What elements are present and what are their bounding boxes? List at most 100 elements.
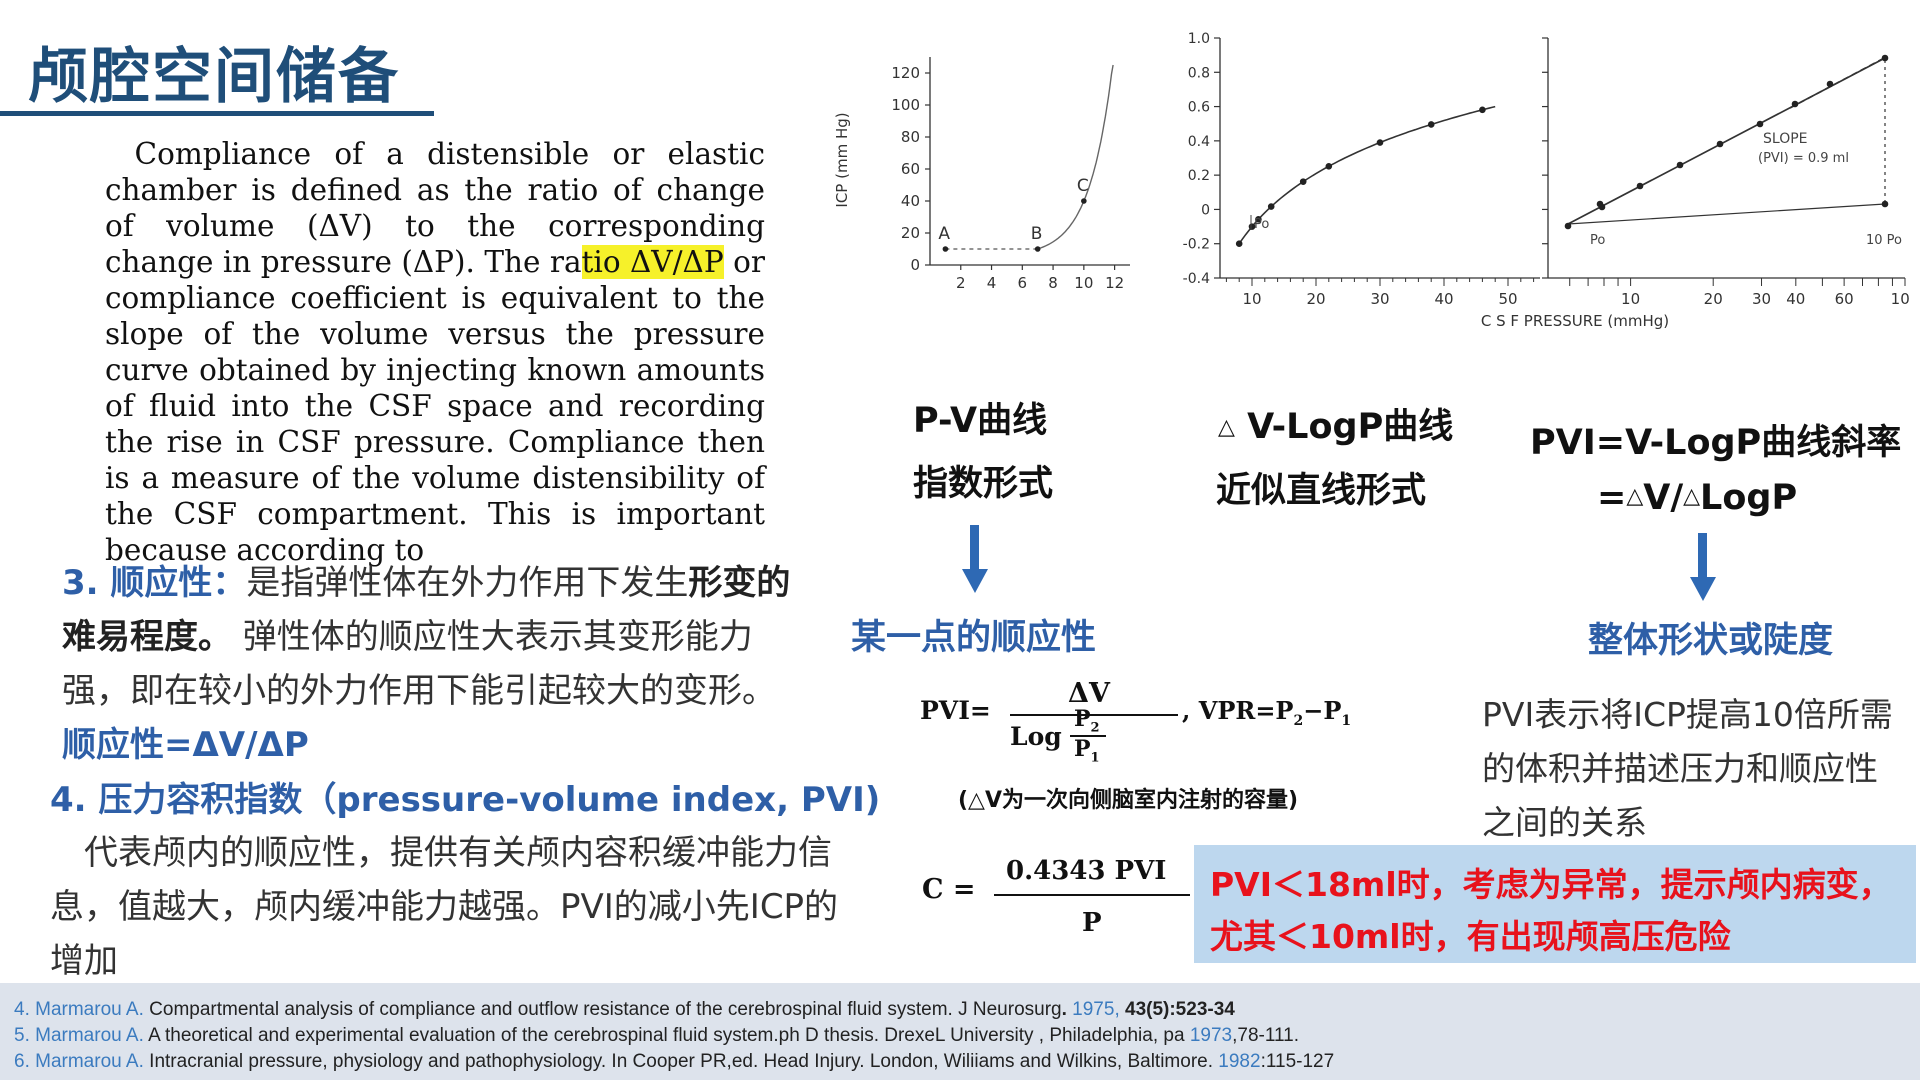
pv-y-tick-label: 80 — [901, 128, 920, 146]
quote-text-before: Compliance of a distensible or elastic c… — [105, 137, 765, 279]
left-panel-po-label: Po — [1254, 217, 1269, 232]
pv-curve-form: 指数形式 — [913, 464, 1054, 504]
right-x-tick-label: 40 — [1786, 290, 1805, 308]
c-formula-numerator: 0.4343 PVI — [1006, 856, 1167, 886]
reference-tail: 43(5):523-34 — [1119, 999, 1235, 1020]
pvi-alert-box: PVI＜18ml时，考虑为异常，提示颅内病变， 尤其＜10ml时，有出现颅高压危… — [1194, 845, 1916, 963]
log-y-tick-label: 0.4 — [1188, 134, 1210, 150]
right-panel-po-label: Po — [1590, 233, 1605, 248]
delta-triangle-icon: △ — [1626, 484, 1644, 509]
right-panel-baseline — [1567, 203, 1886, 225]
page-title: 颅腔空间储备 — [28, 42, 400, 112]
left-data-point — [1325, 162, 1333, 170]
compliance-definition-quote: Compliance of a distensible or elastic c… — [105, 136, 765, 568]
pv-y-label: ICP (mm Hg) — [833, 112, 851, 207]
reference-tail: ,78-111. — [1232, 1025, 1299, 1046]
vpr-formula: , VPR=P2−P1 — [1182, 696, 1351, 729]
reference-text: A theoretical and experimental evaluatio… — [143, 1025, 1190, 1046]
pv-x-tick-label: 6 — [1018, 274, 1028, 292]
section3-text1: 是指弹性体在外力作用下发生 — [246, 563, 689, 603]
pv-curve-line — [1037, 64, 1114, 250]
left-x-tick-label: 30 — [1370, 290, 1389, 308]
pvi-eq-logp: LogP — [1700, 478, 1798, 518]
v-logp-curve-form: 近似直线形式 — [1216, 471, 1427, 511]
reference-year: 1975, — [1072, 999, 1120, 1020]
c-formula-lhs: C = — [922, 874, 976, 905]
left-panel-curve — [1238, 105, 1496, 245]
section3-formula: 顺应性=ΔV/ΔP — [62, 725, 309, 765]
log-y-tick-label: 0.6 — [1188, 100, 1210, 116]
pv-y-tick-label: 0 — [910, 256, 920, 274]
references-bar: 4. Marmarou A. Compartmental analysis of… — [0, 983, 1920, 1080]
right-x-tick-label: 60 — [1835, 290, 1854, 308]
left-x-tick-label: 20 — [1306, 290, 1325, 308]
pvi-eq-v: V/ — [1643, 478, 1684, 518]
pv-result-label: 某一点的顺应性 — [851, 618, 1097, 658]
reference-number: 5. Marmarou A. — [14, 1025, 144, 1046]
right-x-tick-label: 10 — [1621, 290, 1640, 308]
pvi-formula-numerator: ΔV — [1068, 678, 1110, 709]
pvi-formula-log: Log — [1010, 722, 1062, 751]
right-data-point — [1564, 222, 1572, 230]
reference-number: 4. Marmarou A. — [14, 999, 144, 1020]
v-logp-chart: 1.0 0.8 0.6 0.4 0.2 0 -0.2 -0.4 10 20 30 40 50 10 20… — [1183, 31, 1910, 330]
right-data-point — [1881, 200, 1889, 208]
pv-y-tick-label: 20 — [901, 224, 920, 242]
right-data-point — [1756, 120, 1764, 128]
pvi-formula-lhs: PVI= — [920, 696, 991, 725]
pvi-fraction-bar — [1010, 714, 1178, 716]
reference-item: 6. Marmarou A. Intracranial pressure, ph… — [14, 1049, 1920, 1075]
reference-year: 1982 — [1218, 1051, 1261, 1072]
pvi-formula-note: (△V为一次向侧脑室内注射的容量) — [958, 788, 1299, 813]
left-x-tick-label: 10 — [1242, 290, 1261, 308]
pv-curve-chart: 120 100 80 60 40 20 0 2 4 6 8 10 12 ICP (mm Hg) A B C — [833, 57, 1130, 292]
compliance-formula: C = 0.4343 PVI P — [922, 856, 1202, 966]
p2-subscript: 2 — [1090, 720, 1100, 736]
reference-tail: :115-127 — [1260, 1051, 1335, 1072]
right-data-point — [1716, 140, 1724, 148]
left-data-point — [1376, 139, 1384, 146]
title-underline — [0, 111, 434, 116]
reference-number: 6. Marmarou A. — [14, 1051, 144, 1072]
section3-head: 3. 顺应性： — [62, 563, 247, 603]
vpr-sub2: 2 — [1293, 712, 1304, 729]
pv-point — [1081, 198, 1087, 204]
pvi-slope-equation: =△V/△LogP — [1597, 478, 1797, 518]
delta-triangle-icon: △ — [1683, 484, 1701, 509]
log-y-tick-label: -0.4 — [1183, 271, 1210, 287]
pv-curve-title: P-V曲线 — [913, 401, 1048, 441]
right-data-point — [1676, 161, 1684, 169]
slope-pvi-label: (PVI) = 0.9 ml — [1758, 151, 1849, 166]
pv-y-tick-label: 100 — [891, 96, 920, 114]
c-fraction-bar — [994, 894, 1190, 896]
right-x-tick-label: 30 — [1752, 290, 1771, 308]
alert-line-1: PVI＜18ml时，考虑为异常，提示颅内病变， — [1210, 865, 1892, 904]
pvi-eq-sign: = — [1597, 478, 1627, 518]
log-y-tick-label: 0.2 — [1188, 168, 1210, 184]
right-panel-10po-label: 10 Po — [1866, 233, 1902, 248]
section-compliance: 3. 顺应性：是指弹性体在外力作用下发生形变的难易程度。 弹性体的顺应性大表示其… — [62, 556, 797, 772]
c-formula-denominator: P — [1082, 908, 1102, 938]
p1-symbol: P — [1074, 736, 1091, 762]
pv-point-label: B — [1031, 224, 1043, 244]
pv-y-tick-label: 120 — [891, 64, 920, 82]
pvi-formula: PVI= ΔV Log P2 P1 , VPR=P2−P1 (△V为一次向侧脑室… — [918, 678, 1448, 818]
p1-subscript: 1 — [1090, 750, 1100, 766]
right-data-point — [1826, 80, 1834, 88]
pv-point-label: C — [1077, 176, 1089, 196]
reference-text: Compartmental analysis of compliance and… — [143, 999, 1062, 1020]
slope-label: SLOPE — [1763, 131, 1808, 147]
reference-dot: . — [1061, 999, 1073, 1020]
pv-point — [942, 246, 949, 252]
left-data-point — [1248, 223, 1256, 230]
v-logp-curve-title: △ V-LogP曲线 — [1218, 398, 1453, 449]
vpr-text: , VPR=P — [1182, 696, 1294, 725]
vpr-minus: −P — [1303, 696, 1342, 725]
arrow-down-icon — [962, 525, 988, 593]
reference-year: 1973 — [1189, 1025, 1233, 1046]
pv-x-tick-label: 8 — [1048, 274, 1058, 292]
log-y-tick-label: 0 — [1201, 202, 1210, 218]
left-data-point — [1427, 121, 1435, 128]
pvi-slope-title: PVI=V-LogP曲线斜率 — [1530, 423, 1902, 463]
left-data-point — [1255, 216, 1262, 223]
